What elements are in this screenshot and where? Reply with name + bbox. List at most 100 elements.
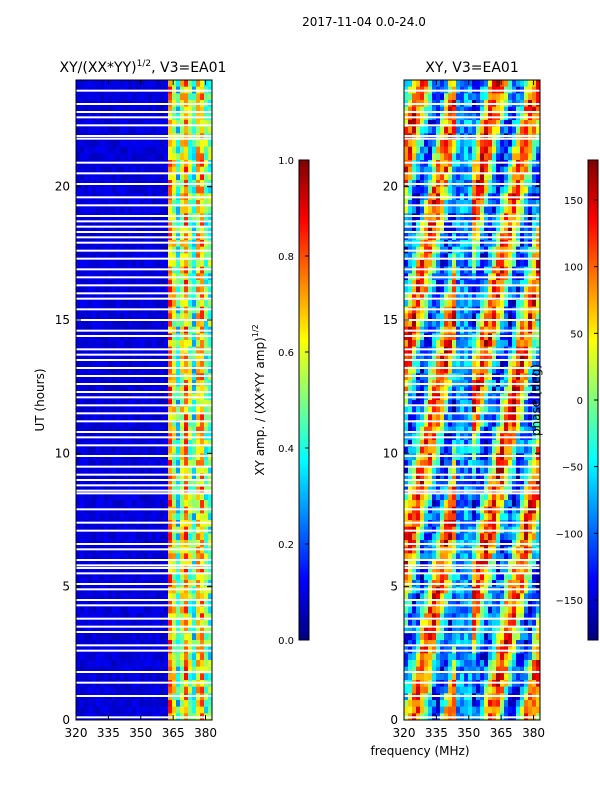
heatmap-cell: [464, 166, 469, 174]
heatmap-cell: [184, 473, 189, 481]
heatmap-cell: [144, 80, 149, 87]
heatmap-cell: [184, 200, 189, 207]
heatmap-cell: [124, 560, 129, 567]
heatmap-cell: [208, 573, 213, 581]
heatmap-cell: [108, 226, 113, 234]
heatmap-cell: [204, 226, 209, 234]
heatmap-cell: [112, 126, 117, 134]
heatmap-cell: [484, 253, 489, 261]
heatmap-cell: [500, 146, 505, 154]
heatmap-cell: [172, 286, 177, 294]
heatmap-cell: [432, 300, 437, 307]
heatmap-cell: [160, 120, 165, 127]
heatmap-cell: [112, 166, 117, 174]
heatmap-cell: [188, 413, 193, 421]
heatmap-cell: [488, 286, 493, 294]
heatmap-cell: [188, 440, 193, 447]
heatmap-cell: [80, 566, 85, 574]
heatmap-cell: [184, 226, 189, 234]
heatmap-cell: [164, 493, 169, 501]
heatmap-cell: [448, 226, 453, 234]
heatmap-cell: [152, 260, 157, 267]
heatmap-cell: [84, 426, 89, 434]
heatmap-cell: [84, 420, 89, 427]
heatmap-cell: [528, 293, 533, 301]
heatmap-cell: [112, 493, 117, 501]
heatmap-cell: [416, 320, 421, 327]
heatmap-cell: [464, 300, 469, 307]
heatmap-cell: [196, 80, 201, 87]
heatmap-cell: [140, 426, 145, 434]
heatmap-cell: [528, 300, 533, 307]
heatmap-cell: [192, 513, 197, 521]
heatmap-cell: [100, 206, 105, 214]
heatmap-cell: [92, 660, 97, 667]
heatmap-cell: [172, 513, 177, 521]
heatmap-cell: [96, 473, 101, 481]
heatmap-cell: [468, 300, 473, 307]
heatmap-cell: [476, 353, 481, 361]
heatmap-cell: [148, 426, 153, 434]
heatmap-cell: [204, 153, 209, 161]
heatmap-cell: [84, 120, 89, 127]
heatmap-cell: [184, 513, 189, 521]
heatmap-cell: [520, 186, 525, 194]
heatmap-cell: [452, 226, 457, 234]
heatmap-cell: [492, 280, 497, 287]
heatmap-cell: [168, 653, 173, 661]
heatmap-cell: [176, 493, 181, 501]
heatmap-cell: [100, 200, 105, 207]
heatmap-cell: [160, 660, 165, 667]
heatmap-cell: [500, 320, 505, 327]
heatmap-cell: [176, 320, 181, 327]
heatmap-cell: [84, 366, 89, 374]
heatmap-cell: [136, 126, 141, 134]
heatmap-cell: [76, 426, 81, 434]
heatmap-cell: [164, 500, 169, 507]
heatmap-cell: [484, 93, 489, 101]
heatmap-cell: [76, 140, 81, 147]
heatmap-cell: [428, 280, 433, 287]
heatmap-cell: [408, 106, 413, 114]
heatmap-cell: [464, 386, 469, 394]
heatmap-cell: [484, 146, 489, 154]
heatmap-cell: [192, 293, 197, 301]
heatmap-cell: [132, 666, 137, 674]
data-gap-line: [76, 644, 212, 647]
heatmap-cell: [112, 440, 117, 447]
heatmap-cell: [436, 220, 441, 227]
heatmap-cell: [128, 413, 133, 421]
heatmap-cell: [192, 440, 197, 447]
heatmap-cell: [84, 500, 89, 507]
data-gap-line: [76, 225, 212, 228]
heatmap-cell: [76, 120, 81, 127]
heatmap-cell: [136, 340, 141, 347]
heatmap-cell: [140, 253, 145, 261]
heatmap-cell: [412, 200, 417, 207]
heatmap-cell: [516, 186, 521, 194]
heatmap-cell: [208, 186, 213, 194]
heatmap-cell: [512, 226, 517, 234]
heatmap-cell: [452, 186, 457, 194]
heatmap-cell: [80, 146, 85, 154]
heatmap-cell: [504, 120, 509, 127]
heatmap-cell: [204, 706, 209, 714]
heatmap-cell: [416, 260, 421, 267]
heatmap-cell: [180, 253, 185, 261]
heatmap-cell: [108, 320, 113, 327]
heatmap-cell: [180, 260, 185, 267]
heatmap-cell: [440, 173, 445, 181]
heatmap-cell: [404, 286, 409, 294]
heatmap-cell: [120, 166, 125, 174]
heatmap-cell: [468, 166, 473, 174]
heatmap-cell: [160, 566, 165, 574]
heatmap-cell: [200, 553, 205, 561]
heatmap-cell: [196, 313, 201, 321]
heatmap-cell: [200, 260, 205, 267]
heatmap-cell: [524, 200, 529, 207]
heatmap-cell: [164, 340, 169, 347]
heatmap-cell: [468, 366, 473, 374]
heatmap-cell: [80, 613, 85, 621]
heatmap-cell: [140, 80, 145, 87]
heatmap-cell: [100, 513, 105, 521]
